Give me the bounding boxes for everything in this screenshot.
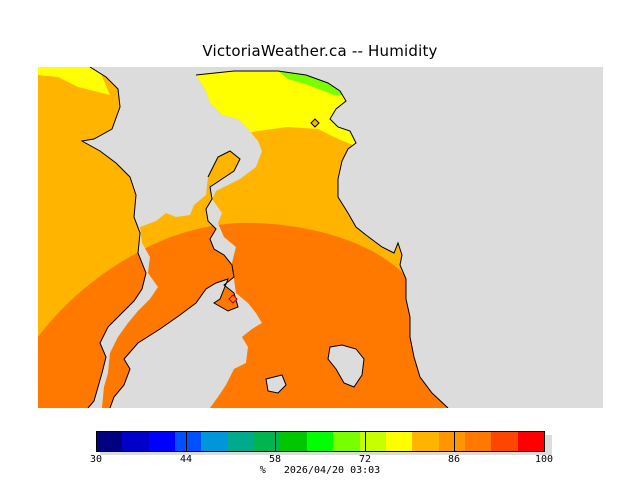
legend-tick: [275, 431, 276, 451]
legend-swatch: [359, 431, 387, 451]
legend-tick-label: 72: [358, 454, 372, 465]
legend-swatch: [201, 431, 229, 451]
station-marker-north[interactable]: [310, 118, 320, 128]
legend-tick: [365, 431, 366, 451]
humidity-field: [38, 67, 448, 408]
legend-tick: [186, 431, 187, 451]
legend-tick-label: 100: [534, 454, 554, 465]
legend-tick-label: 44: [179, 454, 193, 465]
legend-swatch: [148, 431, 176, 451]
unit-label: %: [259, 465, 266, 476]
legend-swatch: [464, 431, 492, 451]
legend-swatch: [96, 431, 123, 451]
legend-tick-label: 86: [447, 454, 461, 465]
legend-swatch: [412, 431, 440, 451]
station-marker-victoria[interactable]: [228, 294, 238, 304]
legend-tick: [454, 431, 455, 451]
legend-swatch: [254, 431, 282, 451]
legend-tick-label: 30: [89, 454, 103, 465]
legend-swatch: [385, 431, 413, 451]
color-legend: [96, 431, 545, 451]
legend-swatch: [227, 431, 255, 451]
chart-title: VictoriaWeather.ca -- Humidity: [202, 42, 438, 60]
legend-tick-label: 58: [268, 454, 282, 465]
legend-swatch: [333, 431, 361, 451]
legend-swatch: [491, 431, 519, 451]
legend-swatch: [280, 431, 308, 451]
legend-tick: [544, 431, 545, 451]
timestamp: 2026/04/20 03:03: [283, 465, 381, 476]
coastlines: [80, 67, 449, 408]
legend-tick: [96, 431, 97, 451]
map-svg: [38, 67, 449, 408]
legend-swatch: [438, 431, 466, 451]
legend-swatch: [306, 431, 334, 451]
humidity-map: [38, 67, 603, 408]
legend-swatch: [175, 431, 203, 451]
footer: % 2026/04/20 03:03: [0, 465, 640, 476]
legend-swatch: [122, 431, 150, 451]
station-markers: [228, 118, 320, 304]
legend-swatch: [517, 431, 545, 451]
